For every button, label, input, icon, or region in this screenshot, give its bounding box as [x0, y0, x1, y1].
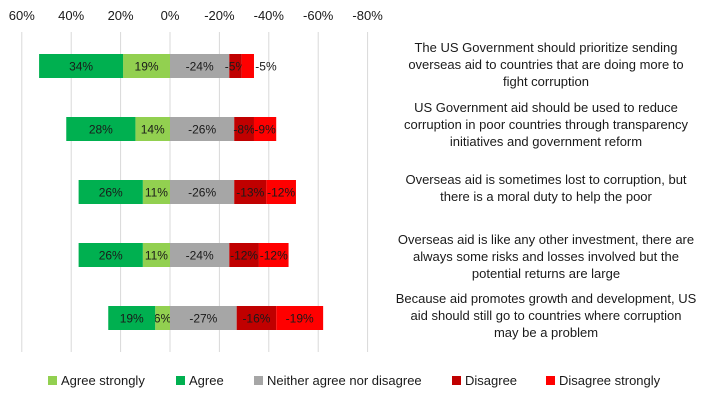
- statement-line: there is a moral duty to help the poor: [440, 189, 652, 204]
- bar-segment: [170, 117, 235, 141]
- statement-line: Overseas aid is sometimes lost to corrup…: [405, 172, 686, 187]
- statement-line: The US Government should prioritize send…: [414, 40, 677, 55]
- bar-value-label: 34%: [69, 60, 93, 74]
- bar-value-label: -5%: [225, 60, 247, 74]
- bar-segment: [266, 180, 296, 204]
- bar-segment: [170, 243, 230, 267]
- bar-value-label: -12%: [267, 186, 295, 200]
- legend-label: Agree: [189, 373, 224, 388]
- legend-label: Agree strongly: [61, 373, 145, 388]
- bar-value-label: -26%: [188, 123, 216, 137]
- statement-line: aid should still go to countries where c…: [411, 308, 682, 323]
- bar-segment: [170, 306, 237, 330]
- x-axis-ticks: 60% 40% 20% 0% -20% -40% -60% -80%: [9, 8, 383, 23]
- bar-segment: [276, 306, 324, 330]
- bar-segment: [170, 180, 235, 204]
- bar-value-label: -12%: [230, 249, 258, 263]
- bar-segment: [258, 243, 289, 267]
- bar-value-label: 28%: [89, 123, 113, 137]
- bar-value-label: 6%: [154, 312, 172, 326]
- bar-value-label: -27%: [189, 312, 217, 326]
- bar-segment: [229, 243, 259, 267]
- bar-segment: [66, 117, 136, 141]
- bar-segment: [123, 54, 170, 78]
- legend-swatch: [452, 376, 461, 385]
- statement-line: potential returns are large: [472, 266, 620, 281]
- bar-value-label: -12%: [260, 249, 288, 263]
- bar-segment: [229, 54, 242, 78]
- x-tick-label: -60%: [303, 8, 334, 23]
- bar-segment: [234, 180, 267, 204]
- bar-value-label: -13%: [236, 186, 264, 200]
- bar-segment: [142, 243, 170, 267]
- bar-segment: [155, 306, 170, 330]
- x-tick-label: 40%: [58, 8, 84, 23]
- bar-value-label: -26%: [188, 186, 216, 200]
- x-tick-label: -80%: [352, 8, 383, 23]
- bar-segment: [253, 117, 277, 141]
- statement-line: corruption in poor countries through tra…: [404, 117, 688, 132]
- legend-label: Disagree: [465, 373, 517, 388]
- statement-line: Overseas aid is like any other investmen…: [398, 232, 694, 247]
- bar-value-label: 11%: [145, 186, 168, 200]
- statement-line: initiatives and government reform: [450, 134, 642, 149]
- legend-label: Disagree strongly: [559, 373, 661, 388]
- bar-value-label: -19%: [286, 312, 314, 326]
- bar-segment: [78, 180, 143, 204]
- bar-segment: [142, 180, 170, 204]
- x-tick-label: 20%: [108, 8, 134, 23]
- bar-value-label: -5%: [255, 60, 277, 74]
- bar-segment: [135, 117, 170, 141]
- bar-segment: [234, 117, 254, 141]
- bar-value-label: -16%: [242, 312, 270, 326]
- bar-segment: [108, 306, 156, 330]
- bar-value-label: -24%: [186, 249, 214, 263]
- statement-line: Because aid promotes growth and developm…: [396, 291, 697, 306]
- bar-segment: [78, 243, 143, 267]
- x-tick-label: -40%: [254, 8, 285, 23]
- x-tick-label: 0%: [161, 8, 180, 23]
- bar-value-label: -8%: [233, 123, 255, 137]
- bar-value-label: 19%: [120, 312, 144, 326]
- legend-swatch: [546, 376, 555, 385]
- bar-value-label: 14%: [141, 123, 165, 137]
- bar-value-label: 26%: [99, 186, 123, 200]
- bars: 19% 34% -24% -5% -5% 14% 28% -26% -8% -9% 11% 26% -2…: [39, 54, 324, 330]
- statement-line: fight corruption: [503, 74, 589, 89]
- bar-value-label: 11%: [145, 249, 168, 263]
- bar-value-label: -24%: [186, 60, 214, 74]
- bar-value-label: -9%: [254, 123, 276, 137]
- x-tick-label: -20%: [204, 8, 235, 23]
- bar-segment: [241, 54, 254, 78]
- legend-swatch: [254, 376, 263, 385]
- bar-value-label: 19%: [135, 60, 159, 74]
- legend-swatch: [48, 376, 57, 385]
- statement-line: may be a problem: [494, 325, 598, 340]
- bar-segment: [39, 54, 124, 78]
- bar-value-label: 26%: [99, 249, 123, 263]
- statement-line: always some risks and losses involved bu…: [413, 249, 679, 264]
- bar-segment: [236, 306, 277, 330]
- legend: Agree strongly Agree Neither agree nor dis…: [48, 373, 661, 388]
- x-tick-label: 60%: [9, 8, 35, 23]
- statement-line: US Government aid should be used to redu…: [414, 100, 678, 115]
- statement-line: overseas aid to countries that are doing…: [408, 57, 683, 72]
- legend-label: Neither agree nor disagree: [267, 373, 422, 388]
- bar-segment: [170, 54, 230, 78]
- legend-swatch: [176, 376, 185, 385]
- category-statements: The US Government should prioritize send…: [396, 40, 697, 340]
